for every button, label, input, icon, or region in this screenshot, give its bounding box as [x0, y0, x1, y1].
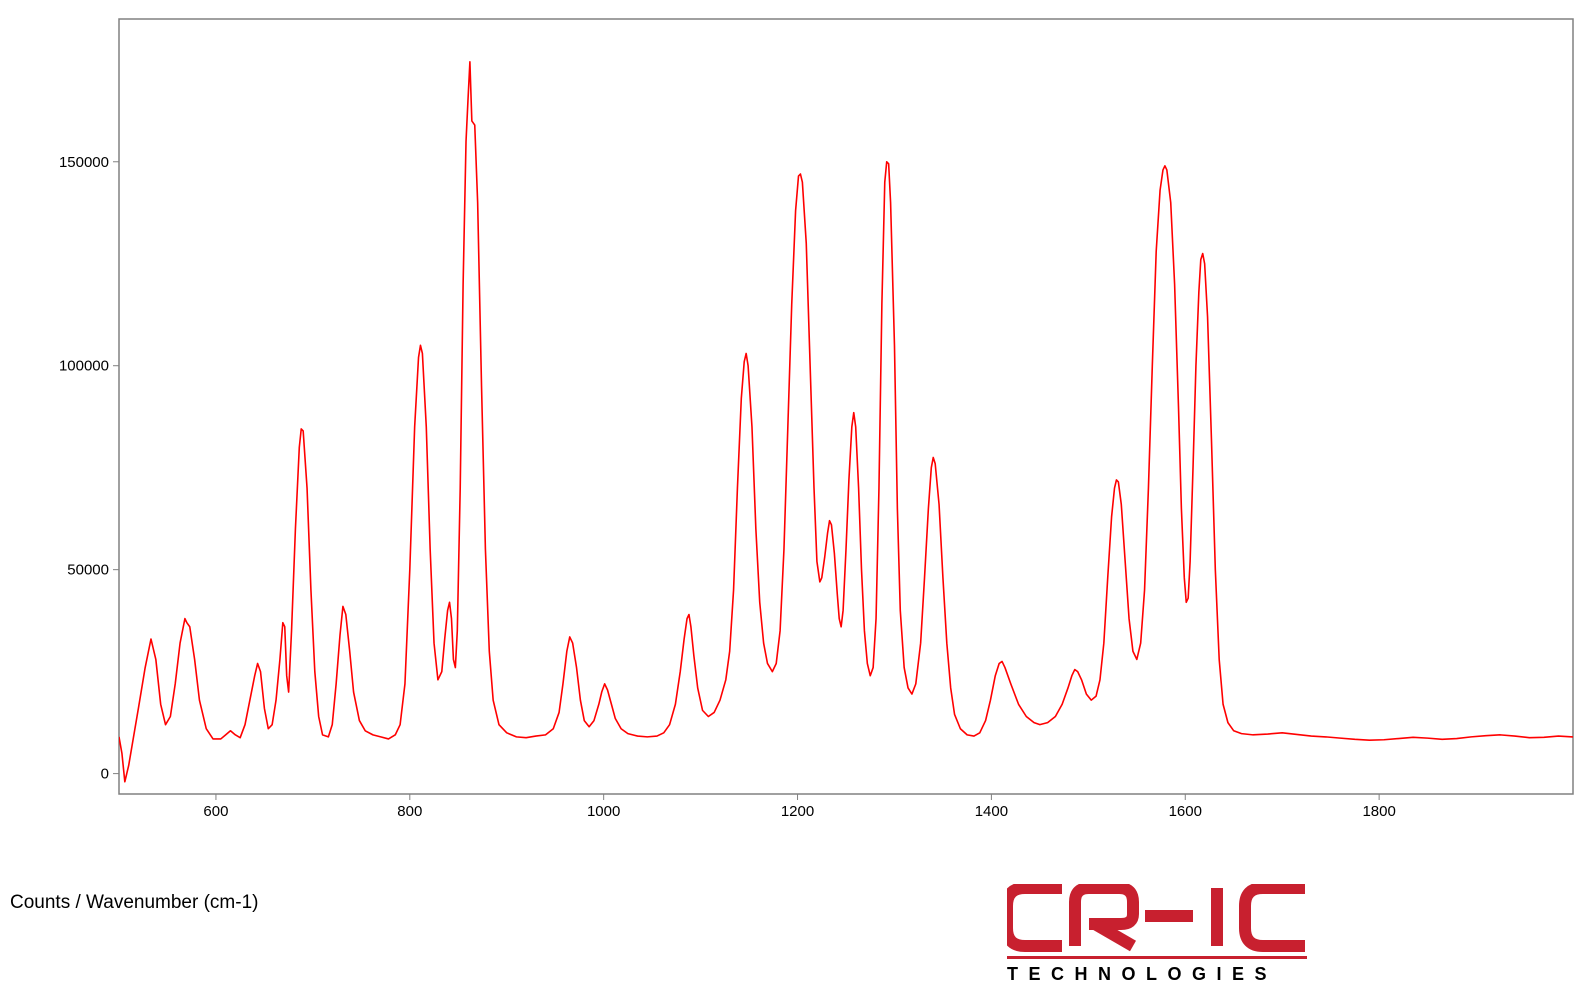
y-tick-label: 150000 — [59, 154, 109, 171]
axis-label: Counts / Wavenumber (cm-1) — [10, 892, 258, 914]
y-tick-label: 0 — [101, 766, 109, 783]
x-tick-label: 1600 — [1169, 803, 1202, 820]
y-tick-label: 100000 — [59, 358, 109, 375]
x-tick-label: 600 — [203, 803, 228, 820]
y-tick-label: 50000 — [67, 562, 109, 579]
logo-subtext: TECHNOLOGIES — [1007, 964, 1277, 984]
x-tick-label: 1400 — [975, 803, 1008, 820]
x-tick-label: 1200 — [781, 803, 814, 820]
x-tick-label: 800 — [397, 803, 422, 820]
logo-craic: TECHNOLOGIES — [1007, 884, 1327, 994]
x-tick-label: 1000 — [587, 803, 620, 820]
x-tick-label: 1800 — [1362, 803, 1395, 820]
spectrum-plot: 600 800 1000 1200 1400 1600 1800 0 50000 100000 15… — [0, 0, 1587, 1004]
chart-container: 600 800 1000 1200 1400 1600 1800 0 50000 100000 15… — [0, 0, 1587, 1004]
